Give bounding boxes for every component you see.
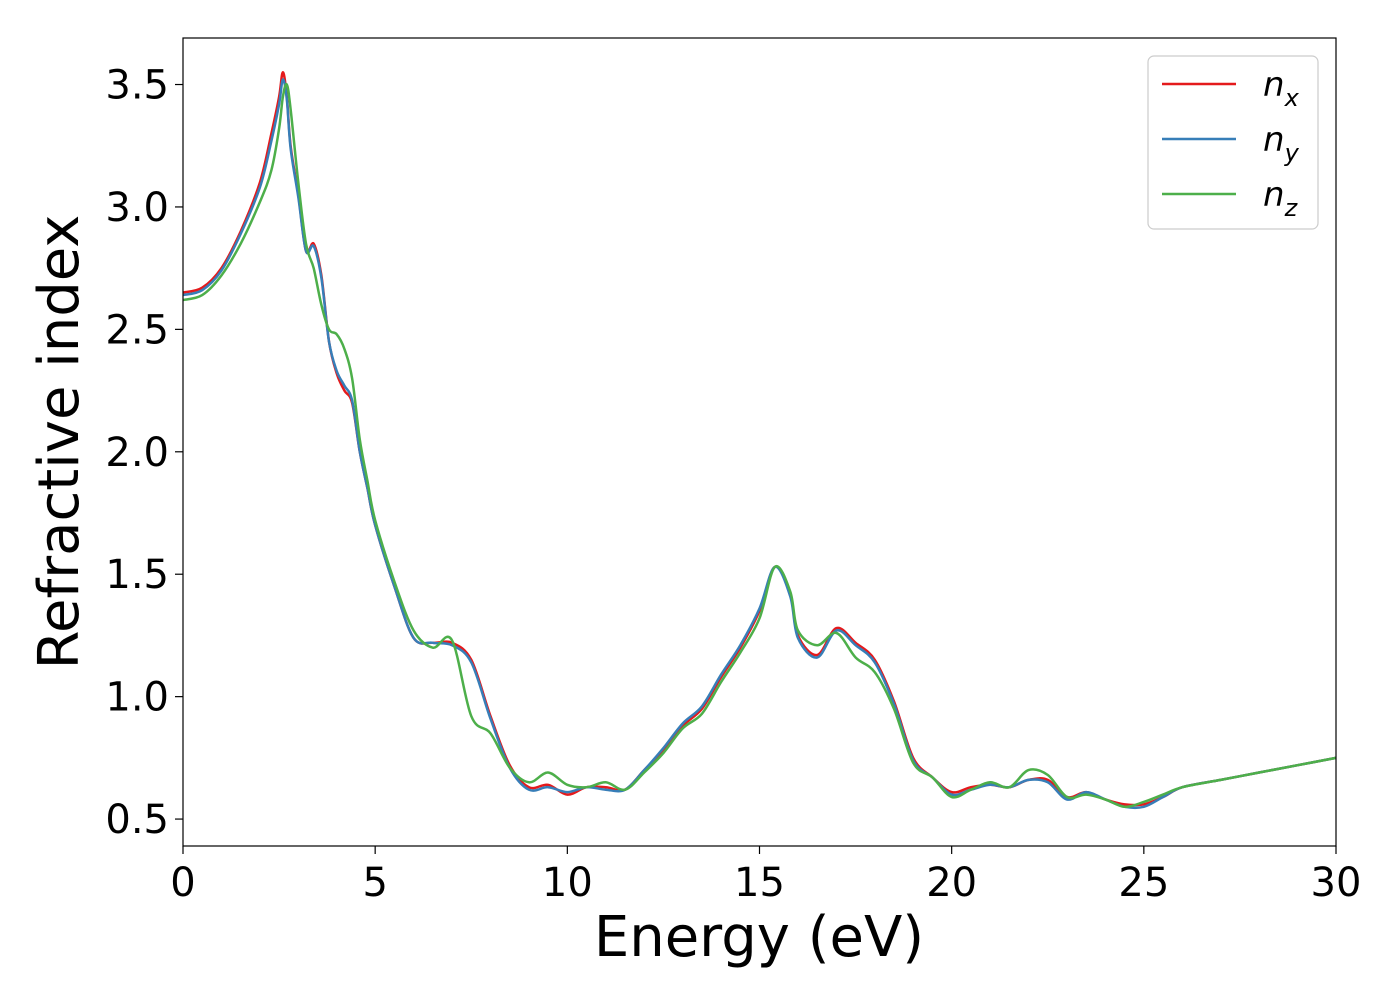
y-tick-label: 0.5 [105,797,169,843]
x-tick-label: 20 [926,860,977,906]
x-tick-label: 25 [1118,860,1169,906]
x-axis-ticks: 0 5 10 15 20 25 30 [170,846,1361,906]
y-tick-label: 2.0 [105,430,169,476]
y-tick-label: 3.5 [105,63,169,109]
legend-label-nz: nz [1263,175,1299,222]
x-tick-label: 30 [1311,860,1362,906]
series-line-nz [182,82,1337,809]
x-tick-label: 0 [170,860,195,906]
x-axis-label: Energy (eV) [594,905,924,970]
y-axis-ticks: 0.5 1.0 1.5 2.0 2.5 3.0 3.5 [105,63,183,843]
y-tick-label: 2.5 [105,307,169,353]
x-tick-label: 15 [734,860,785,906]
series-layer [182,71,1337,810]
y-axis-label: Refractive index [27,215,92,670]
x-tick-label: 10 [542,860,593,906]
y-tick-label: 1.0 [105,675,169,721]
x-tick-label: 5 [362,860,387,906]
y-tick-label: 3.0 [105,185,169,231]
legend-box [1147,55,1319,230]
y-tick-label: 1.5 [105,552,169,598]
